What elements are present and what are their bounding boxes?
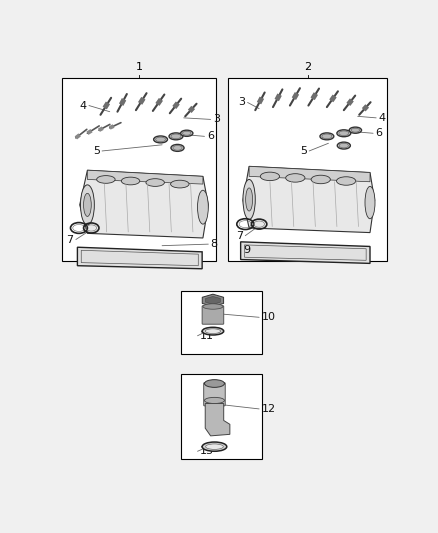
Text: 5: 5 — [300, 146, 307, 156]
Ellipse shape — [171, 134, 181, 139]
Ellipse shape — [155, 137, 166, 142]
Ellipse shape — [311, 175, 330, 184]
Bar — [180, 291, 262, 354]
Ellipse shape — [81, 185, 94, 225]
Text: 7: 7 — [236, 231, 243, 241]
Ellipse shape — [154, 136, 167, 143]
Ellipse shape — [203, 304, 223, 309]
Ellipse shape — [205, 398, 224, 403]
FancyBboxPatch shape — [204, 383, 225, 406]
Ellipse shape — [170, 180, 189, 188]
Ellipse shape — [351, 128, 360, 132]
Text: 1: 1 — [135, 62, 142, 71]
Polygon shape — [249, 166, 370, 182]
Polygon shape — [243, 166, 374, 232]
Text: 3: 3 — [238, 98, 245, 108]
Ellipse shape — [337, 130, 351, 137]
Text: 13: 13 — [200, 446, 214, 456]
Ellipse shape — [169, 133, 183, 140]
Text: 5: 5 — [93, 146, 100, 156]
Ellipse shape — [365, 187, 375, 219]
Text: 9: 9 — [244, 245, 251, 255]
Ellipse shape — [286, 174, 305, 182]
Ellipse shape — [171, 144, 184, 151]
Ellipse shape — [337, 142, 350, 149]
FancyBboxPatch shape — [202, 306, 224, 324]
Polygon shape — [202, 294, 223, 306]
Bar — [180, 374, 262, 459]
Polygon shape — [205, 296, 220, 304]
Ellipse shape — [97, 175, 115, 183]
Polygon shape — [80, 170, 208, 238]
Polygon shape — [88, 170, 203, 184]
Ellipse shape — [205, 444, 223, 449]
Text: 3: 3 — [213, 115, 220, 124]
Ellipse shape — [121, 177, 140, 185]
Text: 8: 8 — [211, 239, 218, 249]
Text: 4: 4 — [80, 101, 87, 110]
Ellipse shape — [84, 193, 91, 216]
Ellipse shape — [146, 179, 164, 187]
Bar — [62, 78, 216, 261]
Text: 6: 6 — [375, 128, 382, 138]
Text: 12: 12 — [261, 404, 276, 414]
Ellipse shape — [173, 146, 182, 150]
Ellipse shape — [336, 177, 356, 185]
Bar — [228, 78, 387, 261]
Ellipse shape — [243, 180, 255, 220]
Ellipse shape — [198, 190, 208, 224]
Text: 4: 4 — [378, 113, 385, 123]
Ellipse shape — [339, 131, 349, 135]
Polygon shape — [205, 403, 230, 436]
Ellipse shape — [246, 188, 253, 211]
Text: 11: 11 — [200, 331, 214, 341]
Text: 6: 6 — [207, 131, 214, 141]
Ellipse shape — [202, 327, 224, 335]
Polygon shape — [78, 247, 202, 269]
Ellipse shape — [180, 130, 193, 136]
Text: 2: 2 — [304, 62, 311, 71]
Polygon shape — [240, 242, 370, 263]
Ellipse shape — [320, 133, 334, 140]
Ellipse shape — [183, 131, 191, 135]
Ellipse shape — [260, 172, 279, 181]
Ellipse shape — [205, 379, 224, 387]
Ellipse shape — [339, 143, 349, 148]
Ellipse shape — [205, 329, 221, 334]
Ellipse shape — [322, 134, 332, 139]
Ellipse shape — [349, 127, 361, 133]
Ellipse shape — [202, 442, 227, 451]
Text: 7: 7 — [67, 235, 74, 245]
Text: 10: 10 — [261, 312, 276, 322]
